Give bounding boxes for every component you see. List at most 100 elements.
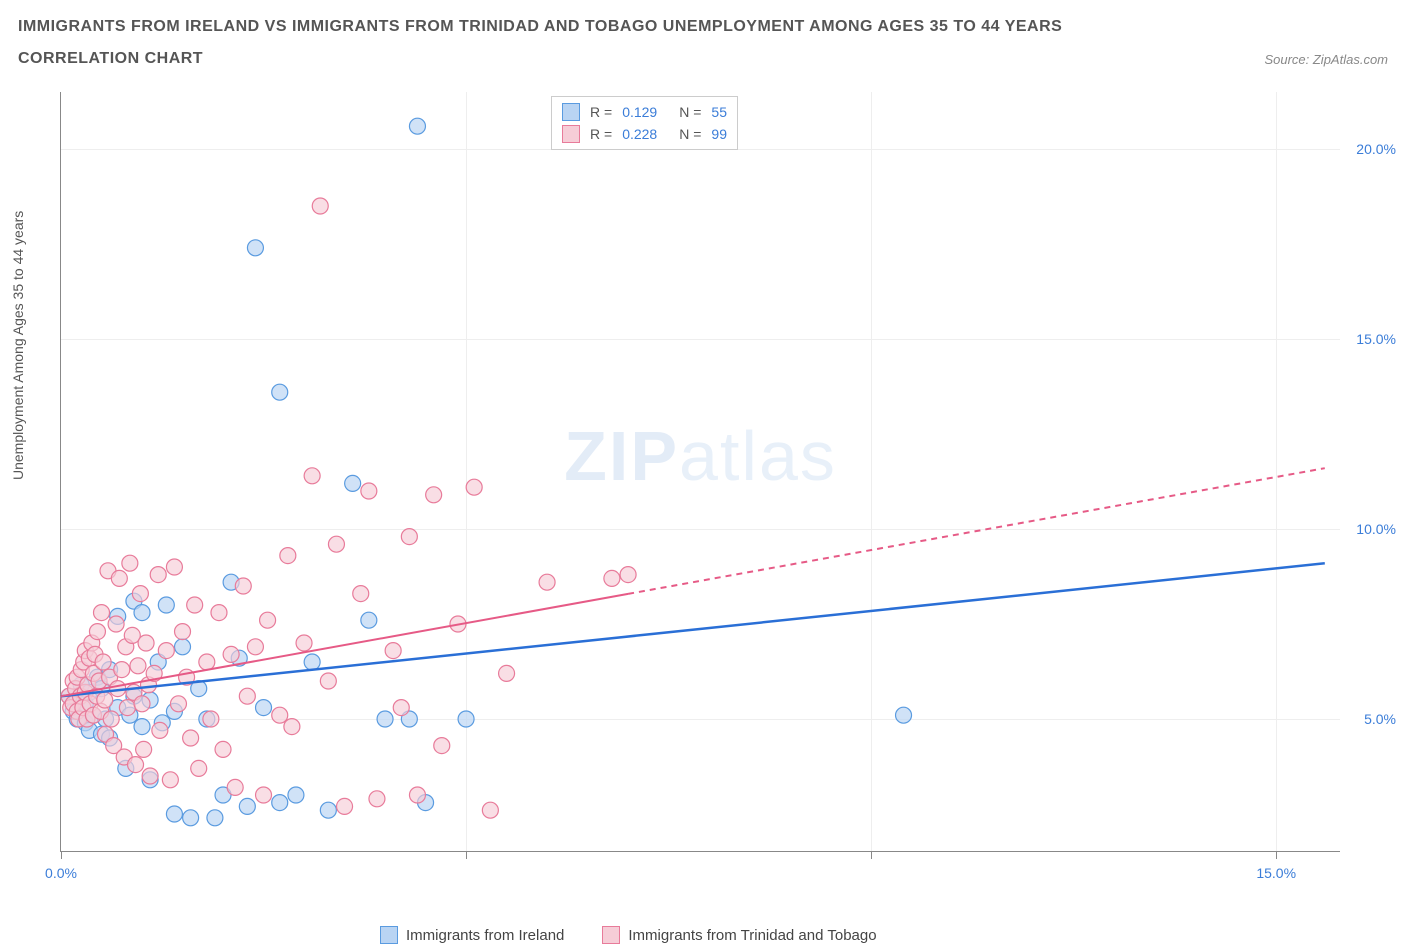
data-point [103,711,119,727]
x-tick-label: 15.0% [1256,865,1296,881]
data-point [304,468,320,484]
data-point [170,696,186,712]
legend-row: R =0.228N =99 [562,123,727,145]
data-point [95,654,111,670]
data-point [235,578,251,594]
data-point [119,700,135,716]
data-point [409,787,425,803]
data-point [239,798,255,814]
legend-item: Immigrants from Trinidad and Tobago [602,926,876,944]
data-point [393,700,409,716]
data-point [130,658,146,674]
data-point [132,586,148,602]
correlation-legend: R =0.129N =55R =0.228N =99 [551,96,738,150]
data-point [247,639,263,655]
data-point [426,487,442,503]
data-point [183,730,199,746]
data-point [499,665,515,681]
data-point [369,791,385,807]
data-point [377,711,393,727]
data-point [136,741,152,757]
data-point [114,662,130,678]
data-point [896,707,912,723]
data-point [89,624,105,640]
data-point [207,810,223,826]
data-point [187,597,203,613]
data-point [361,612,377,628]
data-point [166,806,182,822]
legend-row: R =0.129N =55 [562,101,727,123]
data-point [211,605,227,621]
data-point [175,624,191,640]
data-point [361,483,377,499]
data-point [284,719,300,735]
data-point [158,643,174,659]
data-point [128,757,144,773]
data-point [215,741,231,757]
data-point [320,802,336,818]
data-point [482,802,498,818]
data-point [260,612,276,628]
chart-subtitle: CORRELATION CHART [18,50,203,68]
data-point [272,707,288,723]
data-point [111,570,127,586]
data-point [539,574,555,590]
data-point [466,479,482,495]
chart-container: Unemployment Among Ages 35 to 44 years Z… [60,92,1386,882]
y-tick-label: 15.0% [1356,331,1396,347]
data-point [385,643,401,659]
data-point [191,760,207,776]
source-attribution: Source: ZipAtlas.com [1264,52,1388,67]
data-point [162,772,178,788]
plot-area: ZIPatlas R =0.129N =55R =0.228N =99 5.0%… [60,92,1340,852]
data-point [256,787,272,803]
data-point [134,605,150,621]
data-point [122,555,138,571]
data-point [158,597,174,613]
data-point [280,548,296,564]
data-point [183,810,199,826]
data-point [272,384,288,400]
data-point [239,688,255,704]
y-tick-label: 10.0% [1356,521,1396,537]
data-point [175,639,191,655]
data-point [227,779,243,795]
data-point [150,567,166,583]
y-tick-label: 20.0% [1356,141,1396,157]
data-point [134,719,150,735]
data-point [97,692,113,708]
series-legend: Immigrants from Ireland Immigrants from T… [380,926,877,944]
data-point [401,529,417,545]
chart-title: IMMIGRANTS FROM IRELAND VS IMMIGRANTS FR… [18,18,1388,36]
data-point [166,559,182,575]
data-point [138,635,154,651]
data-point [199,654,215,670]
data-point [458,711,474,727]
data-point [345,475,361,491]
data-point [409,118,425,134]
data-point [247,240,263,256]
data-point [223,646,239,662]
data-point [134,696,150,712]
data-point [320,673,336,689]
data-point [337,798,353,814]
data-point [604,570,620,586]
data-point [256,700,272,716]
legend-item: Immigrants from Ireland [380,926,564,944]
data-point [353,586,369,602]
data-point [328,536,344,552]
x-tick-label: 0.0% [45,865,77,881]
data-point [434,738,450,754]
data-point [108,616,124,632]
data-point [142,768,158,784]
data-point [304,654,320,670]
data-point [272,795,288,811]
scatter-plot-svg [61,92,1340,851]
y-tick-label: 5.0% [1364,711,1396,727]
data-point [620,567,636,583]
data-point [296,635,312,651]
data-point [312,198,328,214]
data-point [152,722,168,738]
data-point [203,711,219,727]
data-point [94,605,110,621]
